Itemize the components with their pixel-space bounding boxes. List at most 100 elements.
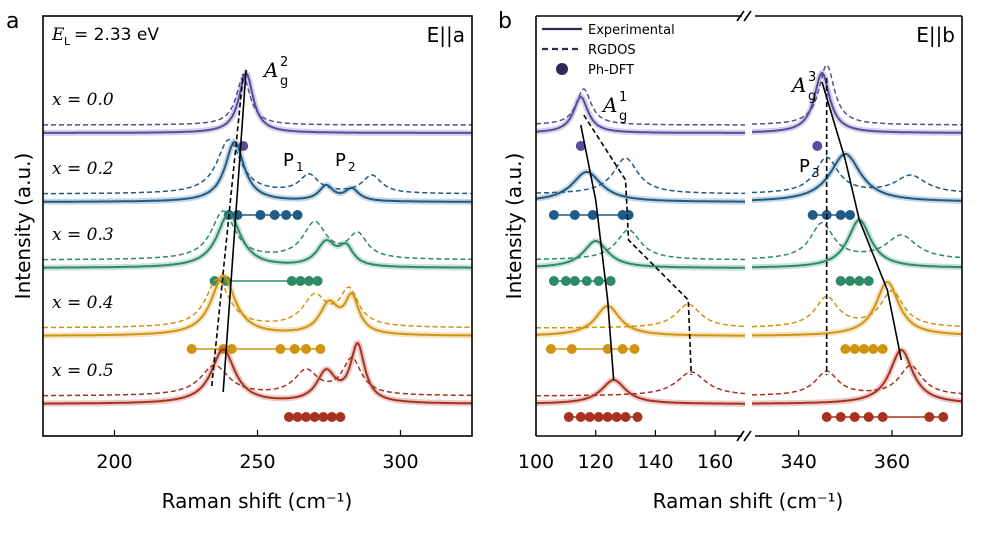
ph-dft-point-2-3 [581,276,592,286]
panel-b-xlabel: Raman shift (cm⁻¹) [653,489,844,513]
rgdos-line-4 [536,371,745,397]
ph-dft-point-4-0 [284,412,294,422]
ph-dft-point-4-5 [326,412,337,422]
ph-dft-point-4-2 [584,412,595,422]
ph-dft-point-2-4 [593,276,604,286]
ph-dft-point-3-4 [877,344,888,354]
panel-a-mode-label: A g 2 [262,55,288,89]
ph-dft-point-2-2 [569,276,580,286]
raw-spectrum-2 [752,216,962,271]
panel-a-excitation: E L = 2.33 eV [51,25,159,48]
svg-text:1: 1 [296,160,304,174]
svg-text:= 2.33 eV: = 2.33 eV [74,25,159,45]
experimental-line-3 [752,281,962,337]
ph-dft-point-3-2 [602,344,613,354]
experimental-line-2 [752,218,962,269]
panel-a-ylabel: Intensity (a.u.) [11,153,35,300]
guide-dashed-b1 [583,114,693,376]
ph-dft-point-4-2 [301,412,312,422]
ph-dft-point-2-1 [560,276,571,286]
svg-text:P: P [799,156,810,177]
svg-text:P: P [283,150,294,171]
ph-dft-point-3-0 [545,344,556,354]
ph-dft-point-4-6 [335,412,346,422]
ph-dft-point-1-5 [292,210,303,220]
experimental-line-1 [43,140,472,203]
ph-dft-point-0-0 [575,141,586,151]
ph-dft-point-4-1 [292,412,303,422]
svg-text:3: 3 [808,70,816,85]
ph-dft-point-3-3 [617,344,628,354]
experimental-line-1 [752,153,962,202]
ph-dft-point-3-2 [859,344,869,354]
ph-dft-point-2-2 [286,276,297,286]
legend-phdft-marker [556,63,568,75]
experimental-line-4 [536,379,745,405]
ph-dft-point-2-3 [295,276,306,286]
guide-solid-a [222,69,247,393]
rgdos-line-1 [43,138,472,195]
svg-text:g: g [808,89,816,104]
ph-dft-point-2-4 [304,276,314,286]
svg-text:A: A [601,93,617,117]
svg-text:1: 1 [619,90,627,105]
rgdos-line-1 [536,157,745,195]
axis-ticks: 200 250 300 100 120 140 160 340 360 [96,430,910,473]
rgdos-line-3 [752,289,962,328]
rgdos-line-0 [43,76,472,126]
rgdos-line-4 [752,364,962,396]
panel-b-plot [536,64,962,422]
experimental-line-4 [43,342,472,405]
ph-dft-point-3-5 [301,344,312,354]
panel-a-title: E||a [427,23,465,47]
experimental-line-1 [536,171,745,203]
ph-dft-point-4-6 [938,412,949,422]
ph-dft-point-1-3 [845,210,855,220]
ph-dft-point-4-4 [318,412,329,422]
ph-dft-point-1-2 [255,210,266,220]
experimental-line-3 [43,274,472,337]
ph-dft-point-4-0 [821,412,832,422]
ph-dft-point-3-2 [226,344,237,354]
experimental-line-0 [536,95,745,134]
composition-label-2: x = 0.3 [52,225,114,245]
raw-spectrum-0 [536,93,745,136]
svg-text:E: E [51,25,65,45]
guide-solid-b3 [821,81,903,361]
panel-b-mode-label-ag1: A g 1 [601,90,627,124]
raw-spectrum-2 [536,238,745,271]
ph-dft-point-4-2 [849,412,860,422]
experimental-line-4 [752,348,962,405]
tick-a-250: 250 [239,451,275,473]
rgdos-line-2 [536,229,745,261]
panel-a-xlabel: Raman shift (cm⁻¹) [162,489,353,513]
legend-rgdos: RGDOS [588,43,636,58]
svg-text:2: 2 [348,160,356,174]
ph-dft-point-1-0 [548,210,559,220]
panel-a-label: a [6,9,19,34]
ph-dft-point-3-4 [629,344,640,354]
composition-label-0: x = 0.0 [52,90,114,110]
ph-dft-point-1-3 [269,210,280,220]
ph-dft-point-3-6 [315,344,326,354]
panel-b-label: b [498,9,512,34]
tick-bl-140: 140 [637,451,673,473]
raw-spectrum-1 [752,151,962,204]
ph-dft-point-2-2 [854,276,865,286]
rgdos-line-2 [43,210,472,261]
ph-dft-point-4-3 [309,412,320,422]
rgdos-line-0 [752,64,962,126]
tick-br-340: 340 [781,451,817,473]
panel-a-plot [43,68,472,422]
rgdos-line-3 [536,303,745,329]
svg-text:A: A [262,58,278,82]
ph-dft-point-1-1 [569,210,580,220]
ph-dft-point-1-0 [807,210,818,220]
ph-dft-point-1-4 [623,210,634,220]
ph-dft-point-4-4 [877,412,888,422]
ph-dft-point-2-5 [605,276,616,286]
rgdos-line-2 [752,221,962,259]
rgdos-line-1 [752,156,962,194]
ph-dft-point-3-3 [275,344,286,354]
ph-dft-point-3-1 [566,344,577,354]
